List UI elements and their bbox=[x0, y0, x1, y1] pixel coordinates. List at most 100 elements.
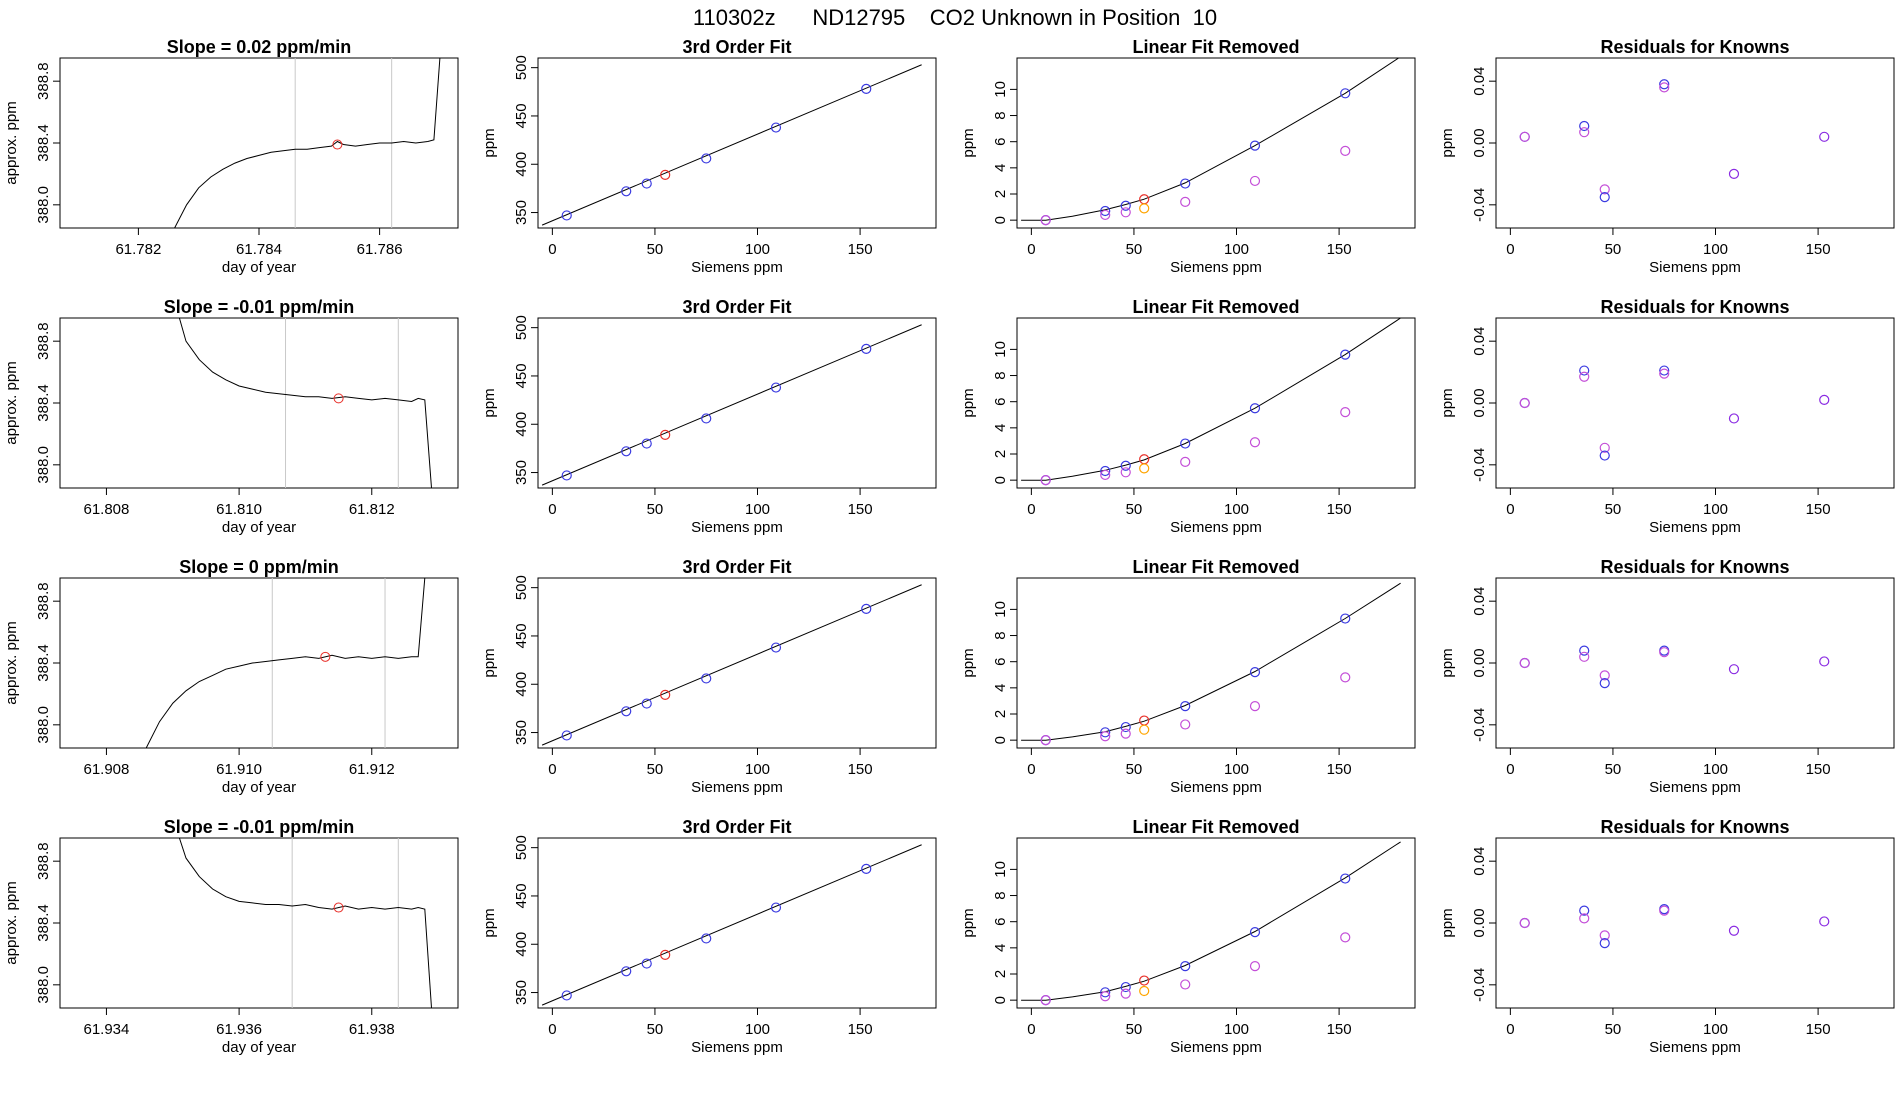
chart-7-ytick-label-1: 0.00 bbox=[1471, 388, 1488, 417]
chart-1: 3rd Order Fit 0 50 100 150 Siemens ppm 350 400 4… bbox=[481, 37, 937, 276]
chart-15-xtick-label-0: 0 bbox=[1506, 1021, 1514, 1038]
chart-10-point-7 bbox=[1139, 724, 1150, 735]
chart-6-point-2 bbox=[1100, 465, 1111, 477]
chart-3-point-8 bbox=[1728, 168, 1740, 180]
chart-13-point-3 bbox=[660, 949, 671, 960]
chart-14-point-8 bbox=[1180, 961, 1191, 972]
chart-3-xtick-label-0: 0 bbox=[1506, 241, 1514, 258]
chart-1-point-1 bbox=[621, 186, 632, 197]
chart-7-xtick-label-3: 150 bbox=[1806, 501, 1831, 518]
chart-6-title: Linear Fit Removed bbox=[1132, 297, 1299, 317]
chart-1-point-3 bbox=[660, 169, 671, 180]
panels: Slope = 0.02 ppm/min 61.782 61.784 61.786 da… bbox=[3, 37, 1895, 1056]
chart-2-xtick-label-0: 0 bbox=[1027, 241, 1035, 258]
chart-8-trace-line bbox=[145, 578, 426, 748]
chart-13-fit-line bbox=[541, 844, 922, 1006]
chart-0-xlabel: day of year bbox=[222, 259, 296, 276]
chart-7-point-8 bbox=[1728, 413, 1740, 424]
chart-12-plot-area bbox=[178, 838, 432, 1008]
chart-9-ytick-label-1: 400 bbox=[513, 672, 530, 697]
chart-4-plot-area bbox=[178, 318, 432, 488]
chart-9-ytick-label-0: 350 bbox=[513, 720, 530, 745]
chart-1-point-5 bbox=[770, 122, 782, 133]
chart-15-xtick-label-3: 150 bbox=[1806, 1021, 1831, 1038]
chart-7-point-4 bbox=[1599, 442, 1610, 453]
chart-6-point-7 bbox=[1139, 463, 1150, 474]
chart-14-frame bbox=[1016, 837, 1416, 1009]
chart-12-ytick-label-1: 388.4 bbox=[35, 904, 52, 942]
chart-8-title: Slope = 0 ppm/min bbox=[179, 557, 339, 577]
chart-9-plot-area bbox=[541, 584, 922, 746]
chart-13-point-5 bbox=[770, 902, 782, 913]
chart-6-fit-curve bbox=[1021, 318, 1401, 481]
chart-11-plot-area bbox=[1519, 645, 1830, 689]
chart-12-xtick-label-0: 61.934 bbox=[83, 1021, 129, 1038]
chart-13-ytick-label-3: 500 bbox=[513, 835, 530, 860]
chart-10-xlabel: Siemens ppm bbox=[1170, 779, 1262, 796]
chart-5-point-0 bbox=[561, 470, 572, 481]
chart-11-point-2 bbox=[1579, 645, 1590, 656]
chart-0-xtick-label-2: 61.786 bbox=[357, 241, 403, 258]
chart-1-point-6 bbox=[861, 83, 872, 95]
chart-1-point-0 bbox=[561, 210, 572, 221]
chart-2-point-13 bbox=[1340, 145, 1351, 156]
chart-9-point-0 bbox=[561, 730, 572, 741]
chart-2-point-9 bbox=[1180, 196, 1191, 207]
chart-3-xtick-label-3: 150 bbox=[1806, 241, 1831, 258]
chart-8-unknown-point bbox=[320, 651, 331, 662]
chart-13-xtick-label-0: 0 bbox=[548, 1021, 556, 1038]
chart-6-plot-area bbox=[1021, 318, 1401, 486]
chart-14-point-4 bbox=[1120, 981, 1131, 993]
chart-9-point-5 bbox=[770, 642, 782, 653]
chart-14-point-9 bbox=[1180, 979, 1191, 990]
chart-1-frame bbox=[537, 57, 937, 229]
chart-2-point-10 bbox=[1249, 140, 1261, 151]
chart-2-ytick-label-3: 6 bbox=[992, 138, 1009, 146]
chart-10-xtick-label-1: 50 bbox=[1126, 761, 1143, 778]
chart-14-xtick-label-3: 150 bbox=[1327, 1021, 1352, 1038]
chart-15-point-3 bbox=[1579, 913, 1590, 924]
chart-6-point-8 bbox=[1180, 438, 1191, 449]
chart-5: 3rd Order Fit 0 50 100 150 Siemens ppm 350 400 4… bbox=[481, 297, 937, 536]
chart-6-ytick-label-0: 0 bbox=[992, 476, 1009, 484]
chart-9-xtick-label-2: 100 bbox=[745, 761, 770, 778]
chart-4-xtick-label-1: 61.810 bbox=[216, 501, 262, 518]
chart-7: Residuals for Knowns 0 50 100 150 Siemens ppm… bbox=[1439, 297, 1895, 536]
chart-13-ytick-label-0: 350 bbox=[513, 980, 530, 1005]
chart-6-xtick-label-0: 0 bbox=[1027, 501, 1035, 518]
chart-9-xtick-label-0: 0 bbox=[548, 761, 556, 778]
chart-14-ytick-label-4: 8 bbox=[992, 891, 1009, 899]
chart-2-ytick-label-4: 8 bbox=[992, 111, 1009, 119]
chart-2-ytick-label-2: 4 bbox=[992, 164, 1009, 172]
chart-14-xtick-label-2: 100 bbox=[1224, 1021, 1249, 1038]
chart-10-plot-area bbox=[1021, 582, 1401, 746]
chart-0-ytick-label-2: 388.8 bbox=[35, 62, 52, 100]
chart-8: Slope = 0 ppm/min 61.908 61.910 61.912 day o… bbox=[3, 557, 459, 796]
chart-5-point-6 bbox=[861, 343, 872, 355]
chart-8-frame bbox=[59, 577, 459, 749]
chart-1-xtick-label-1: 50 bbox=[647, 241, 664, 258]
chart-4-xtick-label-2: 61.812 bbox=[349, 501, 395, 518]
chart-11-xtick-label-2: 100 bbox=[1703, 761, 1728, 778]
chart-0-trace-line bbox=[174, 58, 441, 228]
chart-7-plot-area bbox=[1519, 365, 1830, 461]
chart-8-xlabel: day of year bbox=[222, 779, 296, 796]
chart-13-plot-area bbox=[541, 844, 922, 1006]
chart-7-point-5 bbox=[1599, 450, 1610, 461]
chart-5-xtick-label-2: 100 bbox=[745, 501, 770, 518]
chart-3-point-1 bbox=[1519, 131, 1530, 142]
chart-3-title: Residuals for Knowns bbox=[1600, 37, 1789, 57]
chart-13: 3rd Order Fit 0 50 100 150 Siemens ppm 350 400 4… bbox=[481, 817, 937, 1056]
chart-2-plot-area bbox=[1021, 58, 1400, 226]
chart-2-ytick-label-0: 0 bbox=[992, 216, 1009, 224]
chart-0: Slope = 0.02 ppm/min 61.782 61.784 61.786 da… bbox=[3, 37, 459, 276]
chart-10-point-9 bbox=[1180, 719, 1191, 730]
chart-10-ytick-label-4: 8 bbox=[992, 631, 1009, 639]
chart-9-title: 3rd Order Fit bbox=[682, 557, 791, 577]
chart-2-ylabel: ppm bbox=[960, 128, 977, 157]
chart-4-ytick-label-2: 388.8 bbox=[35, 322, 52, 360]
chart-12: Slope = -0.01 ppm/min 61.934 61.936 61.938 d… bbox=[3, 817, 459, 1056]
chart-9-ylabel: ppm bbox=[481, 648, 498, 677]
chart-9-point-6 bbox=[861, 603, 872, 615]
chart-0-ytick-label-1: 388.4 bbox=[35, 124, 52, 162]
